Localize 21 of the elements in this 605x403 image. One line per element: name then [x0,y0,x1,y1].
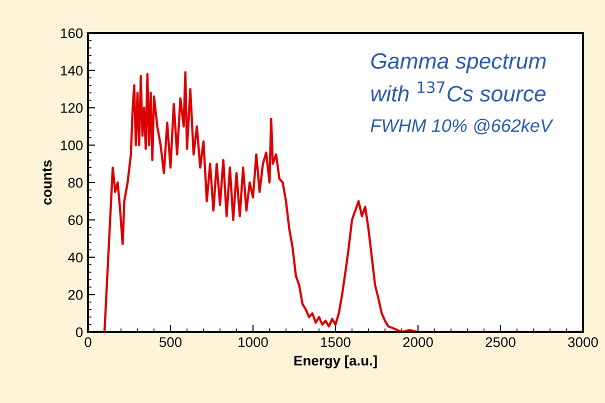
annotation: FWHM 10% @662keV [370,118,554,134]
x-tick-label: 1000 [238,337,268,348]
y-tick-label: 140 [61,66,83,76]
y-tick-label: 100 [61,140,83,150]
annotation: with $^{137}$Cs source [371,81,546,102]
annotation: Gamma spectrum [371,53,546,74]
y-tick-label: 0 [76,327,83,338]
y-tick-label: 160 [61,28,83,38]
x-tick-label: 1500 [321,337,350,348]
x-tick-label: 2500 [486,337,516,348]
y-tick-label: 60 [68,215,83,226]
x-tick-label: 0 [84,337,92,348]
x-tick-label: 2000 [403,337,433,348]
x-tick-label: 3000 [568,337,598,348]
y-tick-label: 40 [68,252,83,262]
x-tick-label: 500 [159,337,182,348]
y-tick-label: 80 [68,178,83,188]
y-axis-title: counts [42,160,52,205]
y-tick-label: 120 [61,103,83,113]
x-axis-title: Energy [a.u.] [294,355,377,368]
y-tick-label: 20 [68,290,83,300]
